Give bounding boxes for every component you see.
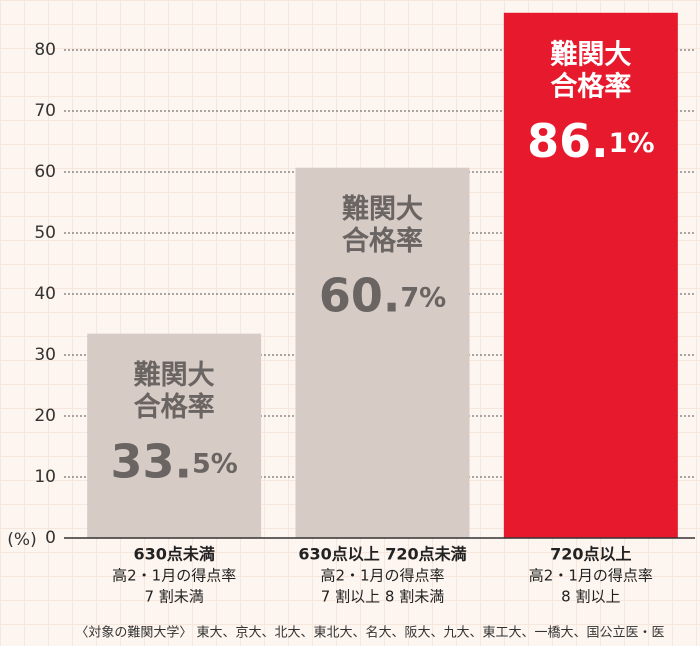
value-label: 60.7% [319,268,446,322]
y-tick-label: 20 [34,406,56,426]
x-tick-label: 720点以上 [550,545,631,564]
bar-label: 難関大 [134,360,215,391]
y-tick-label: 70 [34,101,56,121]
y-tick-label: 0 [45,528,56,548]
x-tick-label: 高2・1月の得点率 [529,567,653,585]
bar-label: 合格率 [342,225,423,257]
x-tick-label: 7 割未満 [145,588,204,606]
x-tick-label: 8 割以上 [561,588,620,606]
y-axis-label: (%) [7,530,36,550]
bar [87,333,262,538]
y-tick-label: 80 [34,40,56,60]
y-tick-label: 40 [34,284,56,304]
y-tick-label: 30 [34,345,56,365]
bar [295,167,470,539]
value-label: 33.5% [110,434,237,488]
y-tick-label: 50 [34,223,56,243]
y-tick-label: 10 [34,467,56,487]
bar-label: 難関大 [342,194,423,225]
x-tick-label: 630点未満 [133,545,214,564]
x-tick-label: 高2・1月の得点率 [320,567,444,585]
bar-label: 合格率 [134,391,215,423]
x-tick-label: 7 割以上 8 割未満 [321,588,444,606]
bar-label: 合格率 [550,70,631,102]
bar [503,12,678,539]
value-label: 86.1% [527,113,654,167]
y-tick-label: 60 [34,162,56,182]
x-tick-label: 630点以上 720点未満 [298,545,466,564]
footnote: 〈対象の難関大学〉 東大、京大、北大、東北大、名大、阪大、九大、東工大、一橋大、… [75,625,664,641]
x-tick-label: 高2・1月の得点率 [112,567,236,585]
bar-label: 難関大 [550,39,631,70]
